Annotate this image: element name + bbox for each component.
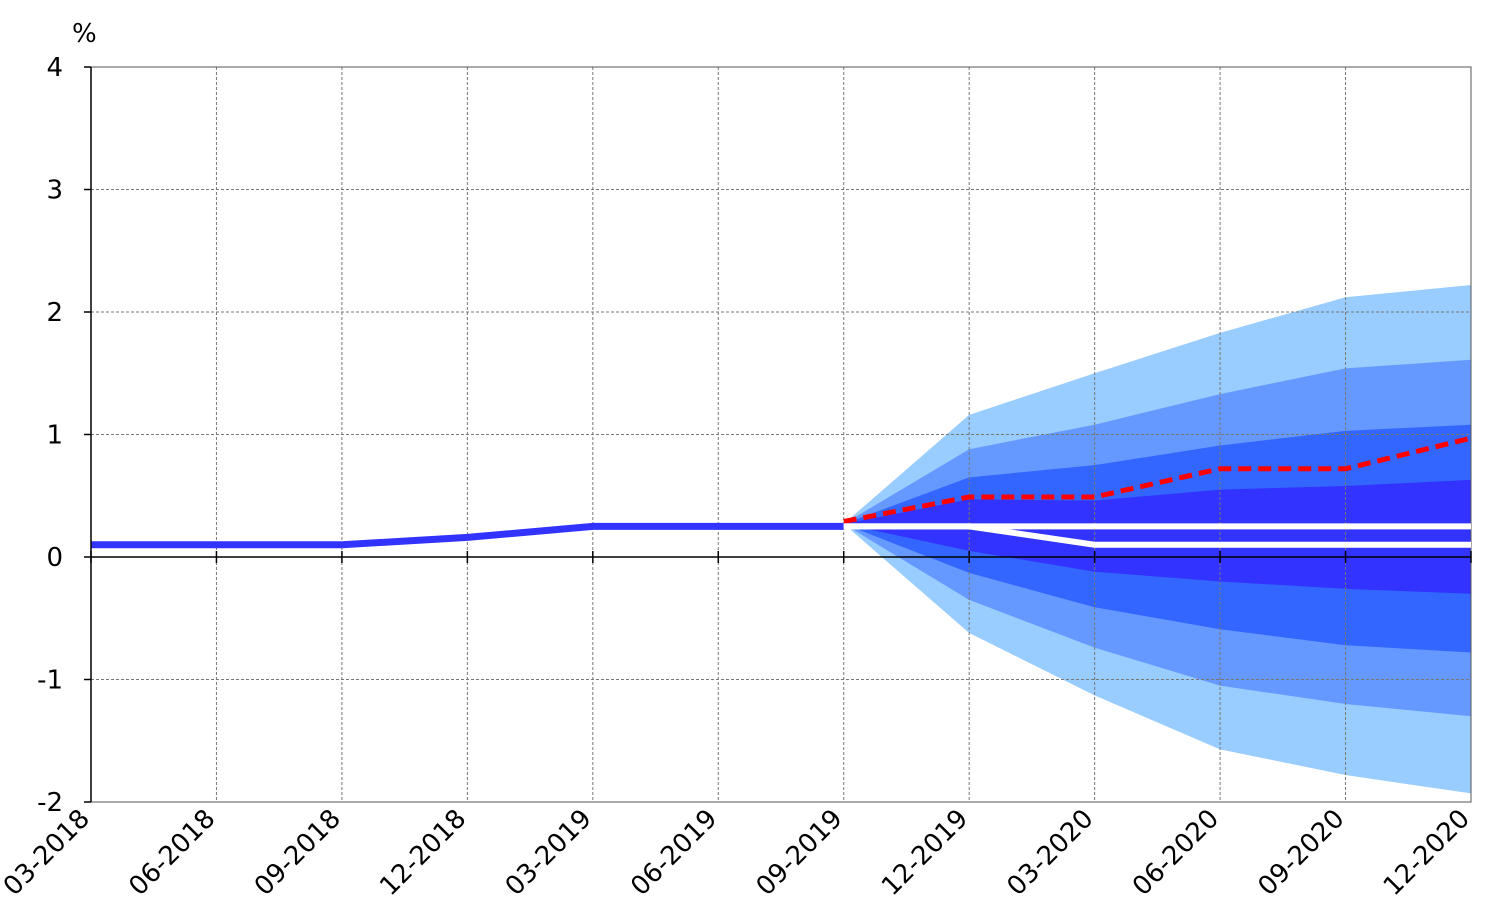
y-tick-label: 4 <box>46 53 63 83</box>
y-tick-label: 3 <box>46 176 63 206</box>
y-tick-label: 1 <box>46 421 63 451</box>
forecast-line <box>843 435 1472 524</box>
y-tick-label: 0 <box>46 543 63 573</box>
y-tick-label: -1 <box>37 666 63 696</box>
y-tick-label: 2 <box>46 298 63 328</box>
white-line-line <box>843 523 1471 548</box>
history-line <box>91 522 844 549</box>
fan-band-4 <box>843 479 1471 594</box>
y-tick-label: -2 <box>37 788 63 818</box>
y-unit-label: % <box>72 19 97 49</box>
